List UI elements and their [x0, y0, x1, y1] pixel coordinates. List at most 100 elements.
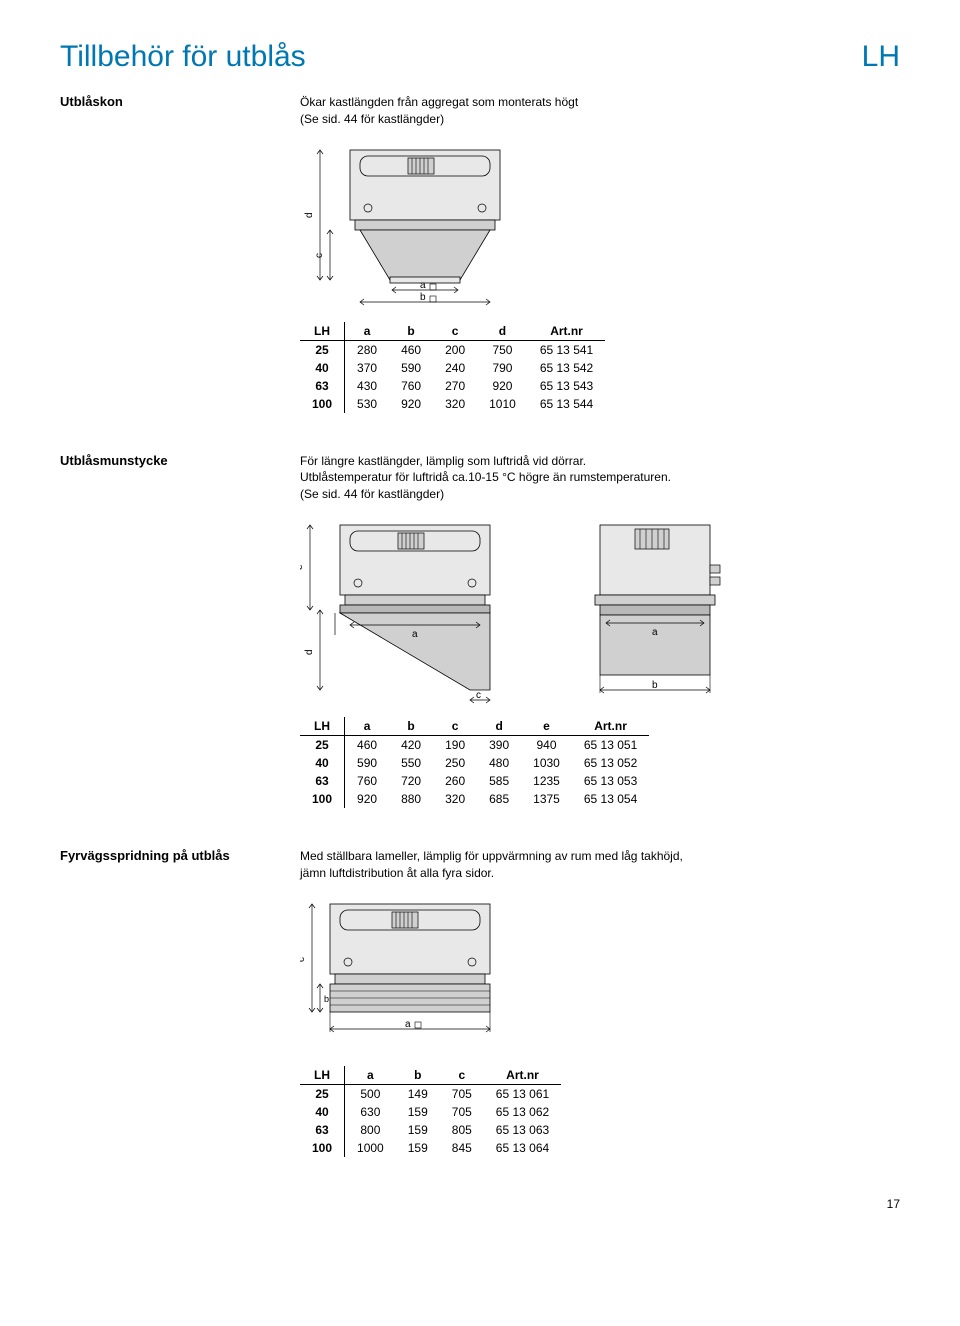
table-row: 6380015980565 13 063: [300, 1121, 561, 1139]
svg-text:b: b: [652, 680, 658, 691]
table-cell: 630: [345, 1103, 396, 1121]
table-cell: 159: [396, 1139, 440, 1157]
table-cell: 65 13 051: [572, 735, 649, 754]
table-cell: 1030: [521, 754, 572, 772]
table-cell: 590: [345, 754, 390, 772]
svg-text:a: a: [652, 627, 658, 638]
table-cell: 920: [477, 377, 528, 395]
table-header: d: [477, 717, 521, 736]
table-header: Art.nr: [528, 322, 605, 341]
table-header: c: [433, 322, 477, 341]
page-header: Tillbehör för utblås LH: [60, 40, 900, 74]
table-cell: 40: [300, 359, 345, 377]
svg-text:a: a: [420, 280, 426, 291]
table-cell: 705: [440, 1084, 484, 1103]
table-cell: 390: [477, 735, 521, 754]
svg-text:c: c: [314, 253, 325, 258]
section-utblaskon: Utblåskon Ökar kastlängden från aggregat…: [60, 94, 900, 413]
table-cell: 65 13 541: [528, 340, 605, 359]
desc-line: Ökar kastlängden från aggregat som monte…: [300, 95, 578, 109]
table-cell: 65 13 063: [484, 1121, 561, 1139]
svg-text:a: a: [405, 1019, 411, 1030]
table-header: c: [440, 1066, 484, 1085]
table-cell: 480: [477, 754, 521, 772]
table-cell: 100: [300, 1139, 345, 1157]
table-header: b: [389, 322, 433, 341]
table-cell: 65 13 054: [572, 790, 649, 808]
table-cell: 585: [477, 772, 521, 790]
section-fyrvag: Fyrvägsspridning på utblås Med ställbara…: [60, 848, 900, 1157]
table-cell: 320: [433, 790, 477, 808]
section-label: Utblåsmunstycke: [60, 453, 260, 468]
table-cell: 240: [433, 359, 477, 377]
table-cell: 65 13 062: [484, 1103, 561, 1121]
section-desc: För längre kastlängder, lämplig som luft…: [300, 453, 900, 503]
table-cell: 65 13 542: [528, 359, 605, 377]
table-cell: 800: [345, 1121, 396, 1139]
section-label: Fyrvägsspridning på utblås: [60, 848, 260, 863]
table-header: LH: [300, 322, 345, 341]
table-cell: 920: [345, 790, 390, 808]
table-header: Art.nr: [484, 1066, 561, 1085]
table-header: b: [396, 1066, 440, 1085]
table-header: a: [345, 322, 390, 341]
table-cell: 63: [300, 377, 345, 395]
table-cell: 430: [345, 377, 390, 395]
table-cell: 1000: [345, 1139, 396, 1157]
table-cell: 1375: [521, 790, 572, 808]
svg-text:a: a: [412, 629, 418, 640]
table-header: LH: [300, 1066, 345, 1085]
svg-text:d: d: [304, 212, 315, 218]
desc-line: Med ställbara lameller, lämplig för uppv…: [300, 849, 683, 863]
table-cell: 920: [389, 395, 433, 413]
table-cell: 320: [433, 395, 477, 413]
section-desc: Ökar kastlängden från aggregat som monte…: [300, 94, 900, 128]
table-header: a: [345, 717, 390, 736]
table-row: 2546042019039094065 13 051: [300, 735, 649, 754]
table-cell: 790: [477, 359, 528, 377]
svg-text:b: b: [420, 292, 426, 303]
table-fyrvag: LHabcArt.nr2550014970565 13 061406301597…: [300, 1066, 561, 1157]
table-cell: 190: [433, 735, 477, 754]
table-cell: 100: [300, 790, 345, 808]
page-tag: LH: [862, 40, 900, 74]
table-header: e: [521, 717, 572, 736]
table-cell: 100: [300, 395, 345, 413]
table-cell: 25: [300, 340, 345, 359]
table-cell: 270: [433, 377, 477, 395]
table-row: 2550014970565 13 061: [300, 1084, 561, 1103]
table-cell: 65 13 544: [528, 395, 605, 413]
table-cell: 420: [389, 735, 433, 754]
table-row: 100100015984565 13 064: [300, 1139, 561, 1157]
table-cell: 460: [389, 340, 433, 359]
table-cell: 805: [440, 1121, 484, 1139]
table-cell: 200: [433, 340, 477, 359]
svg-text:c: c: [300, 957, 307, 962]
table-cell: 460: [345, 735, 390, 754]
drawing-cone: d c: [300, 140, 900, 310]
table-cell: 65 13 064: [484, 1139, 561, 1157]
table-cell: 65 13 543: [528, 377, 605, 395]
table-cell: 370: [345, 359, 390, 377]
table-cell: 25: [300, 1084, 345, 1103]
table-cell: 159: [396, 1103, 440, 1121]
table-header: b: [389, 717, 433, 736]
table-row: 6343076027092065 13 543: [300, 377, 605, 395]
page-title: Tillbehör för utblås: [60, 40, 306, 74]
table-cell: 40: [300, 1103, 345, 1121]
table-row: 100920880320685137565 13 054: [300, 790, 649, 808]
section-utblasmunstycke: Utblåsmunstycke För längre kastlängder, …: [60, 453, 900, 808]
table-cell: 1010: [477, 395, 528, 413]
desc-line: (Se sid. 44 för kastlängder): [300, 112, 444, 126]
table-cell: 1235: [521, 772, 572, 790]
table-cell: 260: [433, 772, 477, 790]
desc-line: (Se sid. 44 för kastlängder): [300, 487, 444, 501]
table-cell: 760: [345, 772, 390, 790]
table-row: 4063015970565 13 062: [300, 1103, 561, 1121]
table-header: LH: [300, 717, 345, 736]
table-cell: 500: [345, 1084, 396, 1103]
table-cell: 720: [389, 772, 433, 790]
table-row: 40590550250480103065 13 052: [300, 754, 649, 772]
table-cell: 590: [389, 359, 433, 377]
svg-text:d: d: [304, 649, 315, 655]
